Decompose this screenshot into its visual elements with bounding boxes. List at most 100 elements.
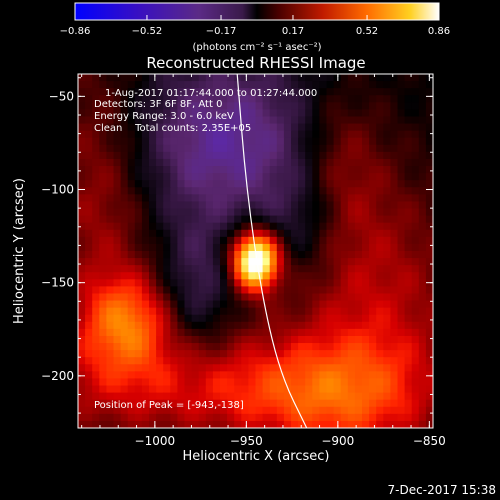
heatmap-cell [276,208,285,217]
heatmap-cell [347,272,356,280]
heatmap-cell [113,236,122,245]
heatmap-cell [305,307,313,316]
heatmap-cell [177,194,186,203]
heatmap-cell [340,95,349,103]
heatmap-cell [305,173,313,181]
heatmap-cell [411,88,420,96]
heatmap-cell [255,201,264,210]
heatmap-cell [347,180,356,188]
heatmap-cell [205,300,214,309]
heatmap-cell [163,102,171,110]
heatmap-cell [404,293,413,302]
heatmap-cell [106,364,115,372]
heatmap-cell [170,116,178,125]
heatmap-cell [262,81,271,89]
heatmap-cell [340,201,349,210]
heatmap-cell [184,208,193,217]
heatmap-cell [99,243,107,252]
heatmap-cell [276,243,285,252]
heatmap-cell [362,272,370,280]
heatmap-cell [92,137,100,146]
heatmap-cell [106,166,115,174]
heatmap-cell [283,74,292,82]
heatmap-cell [404,251,413,259]
heatmap-cell [248,343,257,351]
heatmap-cell [326,272,335,280]
heatmap-cell [220,392,228,401]
heatmap-cell [134,123,143,132]
heatmap-cell [85,286,93,295]
heatmap-cell [269,378,278,387]
heatmap-cell [212,286,221,295]
heatmap-cell [362,357,370,365]
heatmap-cell [418,328,427,337]
heatmap-cell [276,229,285,238]
heatmap-cell [134,328,143,337]
heatmap-cell [134,378,143,387]
heatmap-cell [170,187,178,195]
heatmap-cell [170,314,178,323]
heatmap-cell [106,279,115,287]
heatmap-cell [255,307,264,316]
heatmap-cell [376,364,384,372]
heatmap-cell [198,314,207,323]
heatmap-cell [326,194,335,203]
heatmap-cell [305,413,313,422]
heatmap-cell [404,116,413,125]
heatmap-cell [85,300,93,309]
heatmap-cell [326,343,335,351]
heatmap-cell [156,357,164,365]
heatmap-cell [149,420,157,428]
heatmap-cell [191,406,200,415]
heatmap-cell [418,95,427,103]
heatmap-cell [390,173,399,181]
heatmap-cell [78,385,86,394]
heatmap-cell [298,300,306,309]
heatmap-cell [184,236,193,245]
heatmap-cell [227,406,235,415]
heatmap-cell [347,81,356,89]
heatmap-cell [347,343,356,351]
info-energy-range: Energy Range: 3.0 - 6.0 keV [94,111,234,122]
heatmap-cell [283,236,292,245]
heatmap-cell [291,236,299,245]
heatmap-cell [106,81,115,89]
heatmap-cell [305,293,313,302]
heatmap-cell [170,137,178,146]
heatmap-cell [220,420,228,428]
heatmap-cell [276,166,285,174]
heatmap-cell [106,187,115,195]
heatmap-cell [340,251,349,259]
heatmap-cell [141,123,150,132]
heatmap-cell [319,279,328,287]
heatmap-cell [326,251,335,259]
heatmap-cell [390,335,399,344]
heatmap-cell [191,371,200,380]
heatmap-cell [347,236,356,245]
heatmap-cell [425,95,433,103]
heatmap-cell [269,328,278,337]
heatmap-cell [212,187,221,195]
heatmap-cell [106,158,115,167]
heatmap-cell [191,215,200,224]
heatmap-cell [163,406,171,415]
heatmap-cell [127,293,136,302]
heatmap-cell [241,265,249,273]
heatmap-cell [383,300,391,309]
heatmap-cell [305,399,313,408]
heatmap-cell [127,258,136,266]
heatmap-cell [184,109,193,118]
heatmap-cell [141,293,150,302]
heatmap-cell [134,208,143,217]
heatmap-cell [411,137,420,146]
heatmap-cell [227,95,235,103]
heatmap-cell [383,187,391,195]
heatmap-cell [85,243,93,252]
heatmap-cell [170,335,178,344]
heatmap-cell [78,236,86,245]
heatmap-cell [106,371,115,380]
heatmap-cell [269,413,278,422]
heatmap-cell [362,222,370,231]
heatmap-cell [397,243,406,252]
